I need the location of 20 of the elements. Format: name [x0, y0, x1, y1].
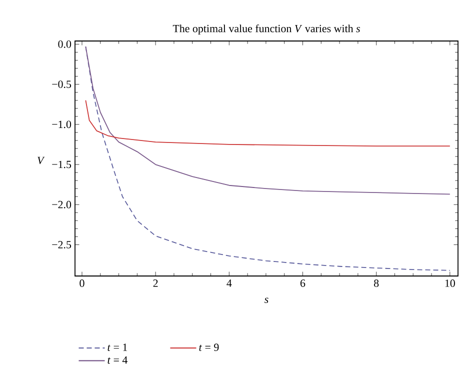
x-tick-label: 2	[153, 280, 158, 287]
line-series	[85, 46, 450, 195]
y-tick-label: 0.0	[58, 40, 72, 48]
x-tick-label: 8	[374, 280, 379, 287]
y-tick-label: −2.5	[52, 241, 72, 248]
legend-label: t = 1	[108, 344, 128, 351]
x-tick-label: 0	[80, 280, 84, 287]
x-axis-title: s	[264, 298, 268, 304]
x-tick-label: 10	[445, 280, 455, 287]
chart-title: The optimal value function V varies with s	[172, 24, 360, 34]
y-axis-title: V	[38, 156, 45, 164]
y-tick-label: −0.5	[52, 80, 72, 88]
line-series	[85, 100, 450, 147]
y-tick-label: −1.0	[52, 120, 72, 128]
legend-label: t = 4	[108, 356, 128, 364]
x-tick-label: 4	[226, 280, 232, 287]
x-tick-label: 6	[300, 280, 306, 287]
y-tick-label: −1.5	[52, 160, 72, 168]
y-tick-label: −2.0	[52, 200, 72, 208]
legend-label: t = 9	[199, 344, 219, 351]
